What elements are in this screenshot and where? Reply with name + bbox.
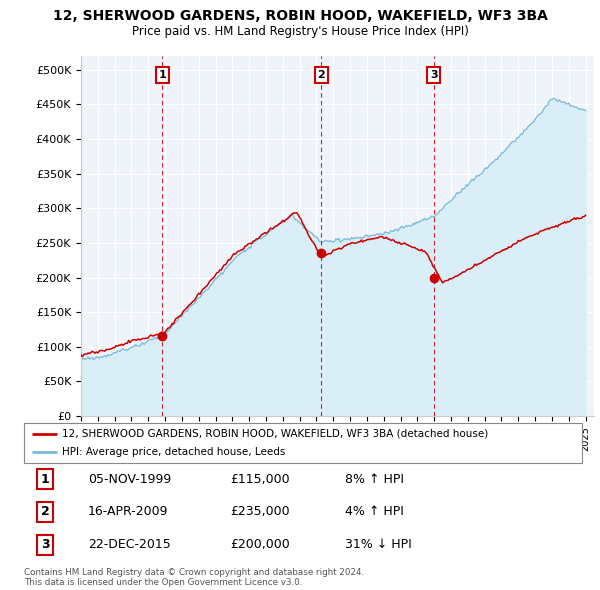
Text: 05-NOV-1999: 05-NOV-1999 [88, 473, 172, 486]
FancyBboxPatch shape [24, 423, 582, 463]
Text: 4% ↑ HPI: 4% ↑ HPI [345, 506, 404, 519]
Text: £235,000: £235,000 [230, 506, 290, 519]
Text: 12, SHERWOOD GARDENS, ROBIN HOOD, WAKEFIELD, WF3 3BA: 12, SHERWOOD GARDENS, ROBIN HOOD, WAKEFI… [53, 9, 547, 23]
Text: 1: 1 [158, 70, 166, 80]
Text: 1: 1 [41, 473, 50, 486]
Text: 22-DEC-2015: 22-DEC-2015 [88, 538, 171, 551]
Text: 8% ↑ HPI: 8% ↑ HPI [345, 473, 404, 486]
Text: Price paid vs. HM Land Registry's House Price Index (HPI): Price paid vs. HM Land Registry's House … [131, 25, 469, 38]
Text: HPI: Average price, detached house, Leeds: HPI: Average price, detached house, Leed… [62, 447, 286, 457]
Text: Contains HM Land Registry data © Crown copyright and database right 2024.
This d: Contains HM Land Registry data © Crown c… [24, 568, 364, 587]
Text: £115,000: £115,000 [230, 473, 290, 486]
Text: 12, SHERWOOD GARDENS, ROBIN HOOD, WAKEFIELD, WF3 3BA (detached house): 12, SHERWOOD GARDENS, ROBIN HOOD, WAKEFI… [62, 429, 488, 439]
Text: 3: 3 [430, 70, 437, 80]
Text: 2: 2 [41, 506, 50, 519]
Text: 2: 2 [317, 70, 325, 80]
Text: 31% ↓ HPI: 31% ↓ HPI [345, 538, 412, 551]
Text: £200,000: £200,000 [230, 538, 290, 551]
Text: 3: 3 [41, 538, 50, 551]
Text: 16-APR-2009: 16-APR-2009 [88, 506, 169, 519]
